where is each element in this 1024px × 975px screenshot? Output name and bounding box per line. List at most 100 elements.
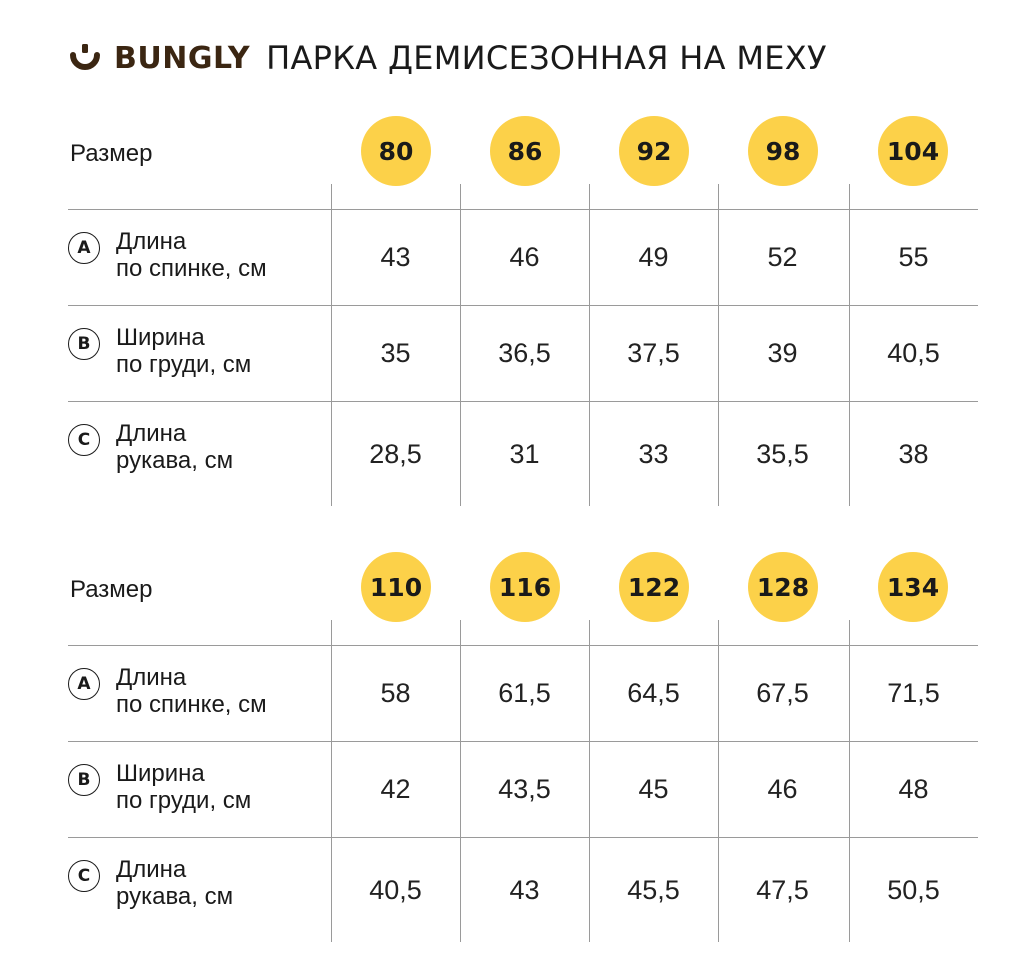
measure-label: B Ширина по груди, см bbox=[68, 324, 251, 378]
table-row: B Ширина по груди, см 42 43,5 45 46 48 bbox=[68, 742, 978, 837]
column-divider bbox=[331, 838, 332, 942]
column-divider bbox=[849, 646, 850, 741]
column-divider bbox=[718, 838, 719, 942]
size-header-row: Размер 80 86 92 98 104 bbox=[68, 112, 978, 209]
table-cell: 47,5 bbox=[756, 874, 809, 905]
table-cell: 33 bbox=[638, 438, 669, 469]
measure-badge: A bbox=[68, 232, 100, 264]
size-table-1: Размер 80 86 92 98 104 A Длина по спинке… bbox=[68, 112, 978, 506]
column-divider bbox=[849, 402, 850, 506]
column-divider bbox=[589, 838, 590, 942]
column-divider bbox=[718, 210, 719, 305]
row-divider bbox=[68, 837, 978, 838]
column-divider bbox=[718, 620, 719, 645]
measure-label-line: по груди, см bbox=[116, 351, 252, 378]
table-cell: 43,5 bbox=[498, 774, 551, 804]
column-divider bbox=[331, 184, 332, 209]
page-header: BUNGLY ПАРКА ДЕМИСЕЗОННАЯ НА МЕХУ bbox=[68, 30, 827, 86]
size-label: Размер bbox=[70, 140, 153, 167]
row-divider bbox=[68, 741, 978, 742]
size-badge: 104 bbox=[878, 116, 948, 186]
column-divider bbox=[460, 620, 461, 645]
column-divider bbox=[331, 620, 332, 645]
measure-label: A Длина по спинке, см bbox=[68, 664, 267, 718]
measure-label: C Длина рукава, см bbox=[68, 856, 233, 910]
column-divider bbox=[849, 184, 850, 209]
table-cell: 40,5 bbox=[887, 338, 940, 368]
column-divider bbox=[849, 210, 850, 305]
measure-label-line: по груди, см bbox=[116, 787, 252, 814]
column-divider bbox=[460, 646, 461, 741]
measure-label: A Длина по спинке, см bbox=[68, 228, 267, 282]
measure-label: C Длина рукава, см bbox=[68, 420, 233, 474]
table-cell: 43 bbox=[509, 874, 540, 905]
table-cell: 35,5 bbox=[756, 438, 809, 469]
row-divider bbox=[68, 209, 978, 210]
size-badge: 116 bbox=[490, 552, 560, 622]
column-divider bbox=[331, 402, 332, 506]
column-divider bbox=[460, 838, 461, 942]
row-divider bbox=[68, 645, 978, 646]
column-divider bbox=[589, 620, 590, 645]
column-divider bbox=[460, 210, 461, 305]
table-cell: 71,5 bbox=[887, 678, 940, 708]
size-header-row: Размер 110 116 122 128 134 bbox=[68, 548, 978, 645]
column-divider bbox=[718, 306, 719, 401]
column-divider bbox=[589, 742, 590, 837]
measure-label-line: Ширина bbox=[116, 324, 205, 351]
table-cell: 36,5 bbox=[498, 338, 551, 368]
table-cell: 28,5 bbox=[369, 438, 422, 469]
size-badge: 86 bbox=[490, 116, 560, 186]
table-row: A Длина по спинке, см 43 46 49 52 55 bbox=[68, 210, 978, 305]
table-cell: 39 bbox=[767, 338, 798, 368]
size-badge: 128 bbox=[748, 552, 818, 622]
column-divider bbox=[589, 210, 590, 305]
measure-badge: B bbox=[68, 328, 100, 360]
measure-badge: B bbox=[68, 764, 100, 796]
measure-badge: A bbox=[68, 668, 100, 700]
measure-badge: C bbox=[68, 424, 100, 456]
column-divider bbox=[849, 838, 850, 942]
table-cell: 38 bbox=[898, 438, 929, 469]
table-cell: 45 bbox=[638, 774, 669, 804]
table-cell: 37,5 bbox=[627, 338, 680, 368]
table-row: B Ширина по груди, см 35 36,5 37,5 39 40… bbox=[68, 306, 978, 401]
table-cell: 49 bbox=[638, 242, 669, 272]
table-row: C Длина рукава, см 28,5 31 33 35,5 38 bbox=[68, 402, 978, 506]
table-cell: 35 bbox=[380, 338, 411, 368]
column-divider bbox=[331, 646, 332, 741]
column-divider bbox=[589, 646, 590, 741]
column-divider bbox=[460, 742, 461, 837]
table-row: A Длина по спинке, см 58 61,5 64,5 67,5 … bbox=[68, 646, 978, 741]
column-divider bbox=[331, 742, 332, 837]
column-divider bbox=[849, 620, 850, 645]
bungly-logo-icon bbox=[70, 44, 100, 70]
measure-label: B Ширина по груди, см bbox=[68, 760, 251, 814]
size-badge: 134 bbox=[878, 552, 948, 622]
table-cell: 40,5 bbox=[369, 874, 422, 905]
size-badge: 110 bbox=[361, 552, 431, 622]
column-divider bbox=[718, 646, 719, 741]
table-cell: 43 bbox=[380, 242, 411, 272]
table-cell: 46 bbox=[509, 242, 540, 272]
brand-name: BUNGLY bbox=[114, 40, 251, 76]
row-divider bbox=[68, 401, 978, 402]
table-cell: 31 bbox=[509, 438, 540, 469]
column-divider bbox=[718, 742, 719, 837]
table-row: C Длина рукава, см 40,5 43 45,5 47,5 50,… bbox=[68, 838, 978, 942]
column-divider bbox=[331, 210, 332, 305]
table-cell: 61,5 bbox=[498, 678, 551, 708]
table-cell: 42 bbox=[380, 774, 411, 804]
size-badge: 98 bbox=[748, 116, 818, 186]
table-cell: 46 bbox=[767, 774, 798, 804]
column-divider bbox=[460, 184, 461, 209]
measure-label-line: по спинке, см bbox=[116, 255, 267, 282]
table-cell: 67,5 bbox=[756, 678, 809, 708]
table-cell: 58 bbox=[380, 678, 411, 708]
measure-label-line: Длина bbox=[116, 420, 187, 447]
size-label: Размер bbox=[70, 576, 153, 603]
table-cell: 64,5 bbox=[627, 678, 680, 708]
column-divider bbox=[849, 306, 850, 401]
table-cell: 55 bbox=[898, 242, 929, 272]
measure-label-line: Длина bbox=[116, 228, 187, 255]
